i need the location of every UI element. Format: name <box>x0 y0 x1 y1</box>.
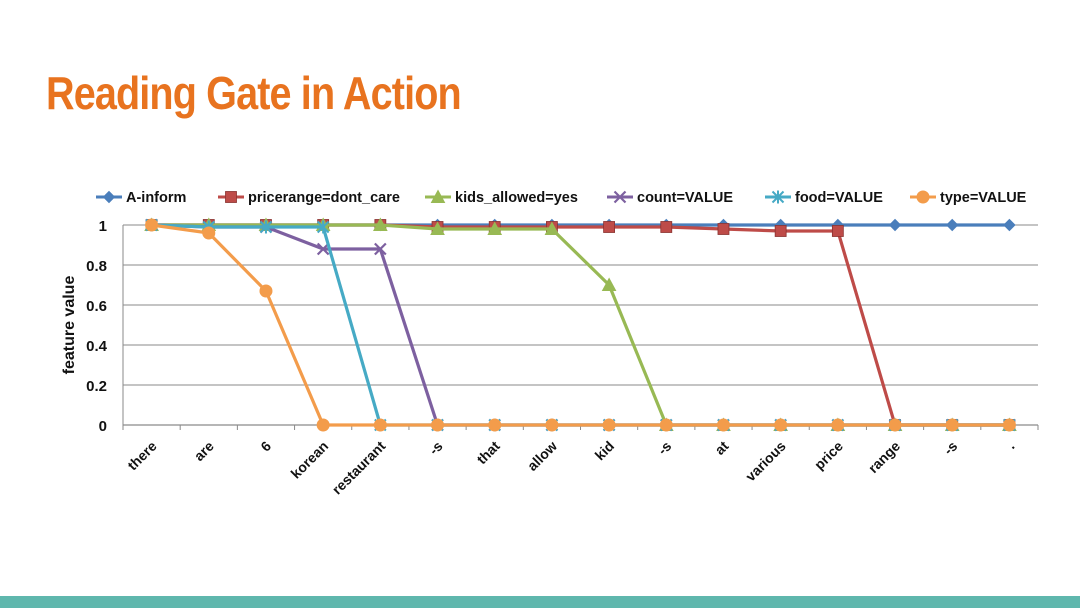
data-point <box>430 221 445 235</box>
data-point <box>145 218 159 232</box>
data-point <box>774 418 788 432</box>
series-line <box>151 223 1010 427</box>
chart-series <box>144 217 1017 432</box>
x-tick-label: 6 <box>257 438 274 455</box>
legend-item: kids_allowed=yes <box>425 189 578 206</box>
data-point <box>316 418 330 432</box>
data-point <box>487 221 503 235</box>
x-tick-label: . <box>1003 438 1017 452</box>
data-point <box>1002 418 1016 432</box>
data-point <box>373 217 388 231</box>
data-point <box>774 225 787 237</box>
legend-label: pricerange=dont_care <box>248 190 400 206</box>
data-point <box>1003 218 1016 232</box>
data-point <box>259 284 273 298</box>
series-count-value <box>145 218 1016 432</box>
x-tick-label: allow <box>524 438 560 474</box>
x-tick-label: various <box>742 438 789 485</box>
y-tick-label: 0.4 <box>86 338 108 355</box>
x-tick-label: range <box>865 438 903 476</box>
data-point <box>716 418 730 432</box>
data-point <box>544 221 560 235</box>
x-tick-label: that <box>473 438 503 468</box>
footer-bar <box>0 596 1080 608</box>
series-type-value <box>145 218 1016 432</box>
x-tick-label: there <box>124 438 160 474</box>
legend-item: count=VALUE <box>607 190 733 206</box>
legend-item: type=VALUE <box>910 190 1027 206</box>
chart-legend: A-inform pricerange=dont_care kids_allowed… <box>96 189 1027 206</box>
y-tick-label: 0 <box>99 418 107 435</box>
data-point <box>603 221 615 233</box>
legend-label: food=VALUE <box>795 190 883 206</box>
slide-title: Reading Gate in Action <box>46 67 462 119</box>
data-point <box>831 225 844 237</box>
data-point <box>717 223 730 235</box>
y-tick-label: 0.6 <box>86 298 107 315</box>
data-point <box>431 418 445 432</box>
x-tick-label: -s <box>654 438 674 458</box>
x-tick-label: korean <box>287 438 331 482</box>
data-point <box>771 190 785 204</box>
data-point <box>225 191 237 203</box>
data-point <box>946 218 959 232</box>
legend-item: A-inform <box>96 190 186 206</box>
data-point <box>316 220 330 234</box>
y-tick-label: 1 <box>99 218 107 235</box>
data-point <box>660 221 673 233</box>
data-point <box>602 418 616 432</box>
data-point <box>613 190 627 204</box>
data-point <box>659 418 673 432</box>
legend-label: type=VALUE <box>940 190 1027 206</box>
legend-label: A-inform <box>126 190 186 206</box>
data-point <box>831 418 845 432</box>
data-point <box>916 190 930 204</box>
data-point <box>601 277 617 291</box>
y-axis-label: feature value <box>61 276 78 375</box>
data-point <box>430 189 446 203</box>
x-tick-label: -s <box>426 438 446 458</box>
legend-item: food=VALUE <box>765 190 883 206</box>
x-tick-label: are <box>191 438 217 464</box>
y-tick-label: 0.8 <box>86 258 107 275</box>
data-point <box>888 218 902 232</box>
legend-item: pricerange=dont_care <box>218 190 400 206</box>
legend-label: count=VALUE <box>637 190 733 206</box>
x-tick-label: kid <box>592 438 618 464</box>
x-tick-label: at <box>711 438 731 458</box>
data-point <box>545 418 559 432</box>
data-point <box>259 220 273 234</box>
data-point <box>488 418 502 432</box>
series-pricerange-dont-care <box>145 219 1016 431</box>
x-tick-label: -s <box>940 438 960 458</box>
x-tick-label: restaurant <box>329 438 389 498</box>
data-point <box>373 418 387 432</box>
series-kids-allowed-yes <box>144 217 1017 431</box>
data-point <box>202 226 216 240</box>
data-point <box>888 418 902 432</box>
data-point <box>374 242 387 256</box>
data-point <box>102 190 116 204</box>
x-tick-label: price <box>811 438 846 473</box>
legend-label: kids_allowed=yes <box>455 190 578 206</box>
y-tick-label: 0.2 <box>86 378 107 395</box>
data-point <box>945 418 959 432</box>
series-food-value <box>145 218 1016 432</box>
